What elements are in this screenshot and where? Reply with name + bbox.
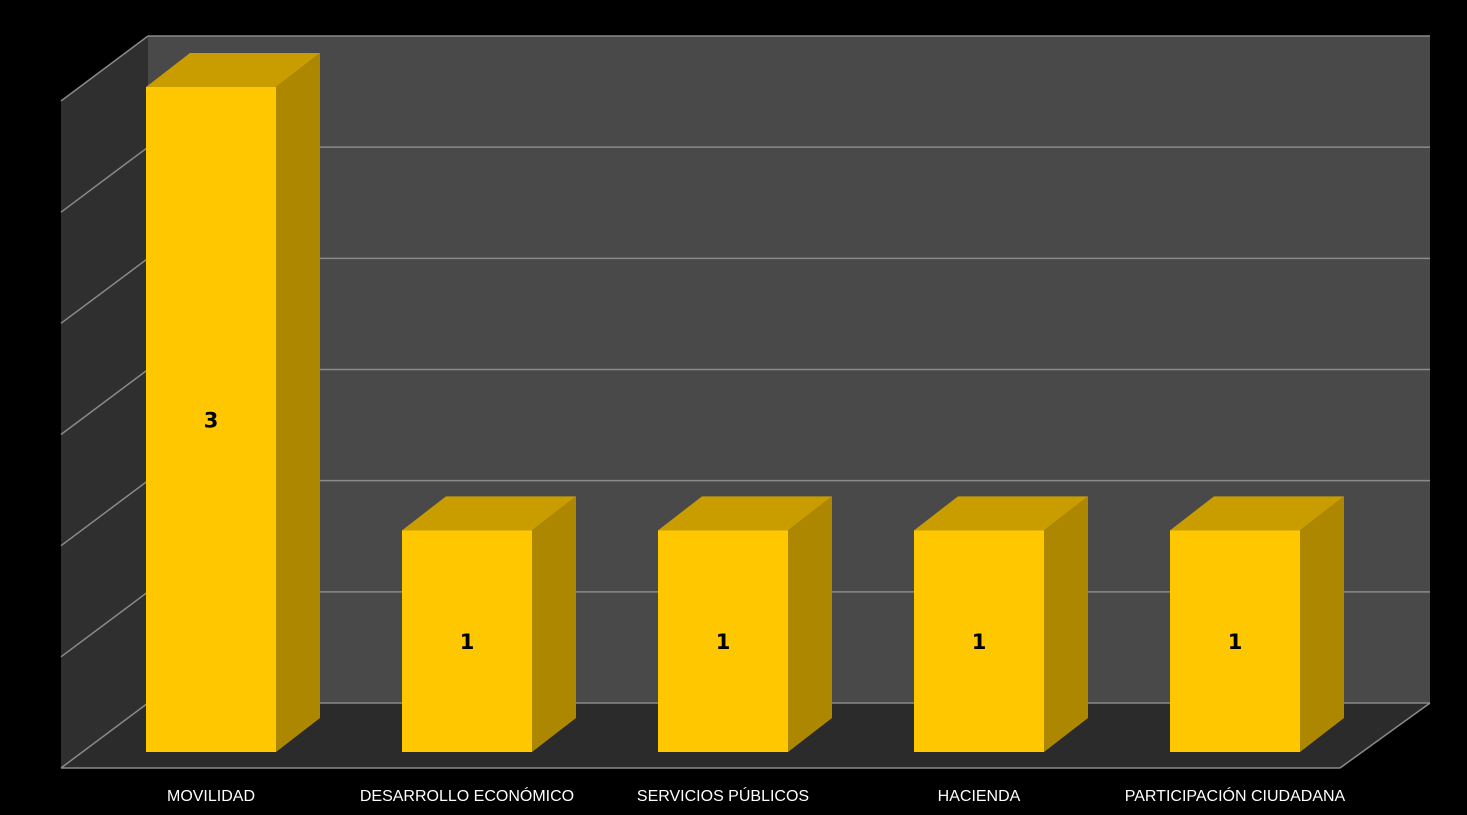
gridline-side <box>60 702 149 769</box>
gridline-side <box>60 146 149 213</box>
data-label: 1 <box>972 630 987 654</box>
bar-side <box>276 53 320 752</box>
bar-top <box>914 496 1088 531</box>
gridline-side <box>60 591 149 658</box>
category-label: PARTICIPACIÓN CIUDADANA <box>1125 786 1346 805</box>
bar-top <box>402 496 576 531</box>
bar <box>658 530 788 752</box>
bar-side <box>532 496 576 752</box>
bar-series: 3 1 1 1 1 <box>146 53 1344 752</box>
bar-top <box>146 53 320 87</box>
floor-edge <box>1339 702 1431 769</box>
bar-top <box>1170 496 1344 531</box>
bar <box>914 530 1044 752</box>
category-label: MOVILIDAD <box>167 788 255 805</box>
bar-side <box>788 496 832 752</box>
bar <box>146 87 276 752</box>
gridline-side <box>60 480 149 547</box>
category-label: SERVICIOS PÚBLICOS <box>637 786 809 805</box>
data-label: 3 <box>204 409 219 433</box>
data-label: 1 <box>1228 630 1243 654</box>
gridline-side <box>60 257 149 324</box>
bar-side <box>1044 496 1088 752</box>
gridline-side <box>60 368 149 436</box>
category-label: DESARROLLO ECONÓMICO <box>360 786 574 805</box>
bar-top <box>658 496 832 531</box>
category-axis: MOVILIDAD DESARROLLO ECONÓMICO SERVICIOS P… <box>167 786 1346 805</box>
bar <box>402 530 532 752</box>
data-label: 1 <box>460 630 475 654</box>
gridline-side <box>60 35 149 102</box>
data-label: 1 <box>716 630 731 654</box>
bar-side <box>1300 496 1344 752</box>
category-label: HACIENDA <box>938 788 1021 805</box>
bar <box>1170 530 1300 752</box>
